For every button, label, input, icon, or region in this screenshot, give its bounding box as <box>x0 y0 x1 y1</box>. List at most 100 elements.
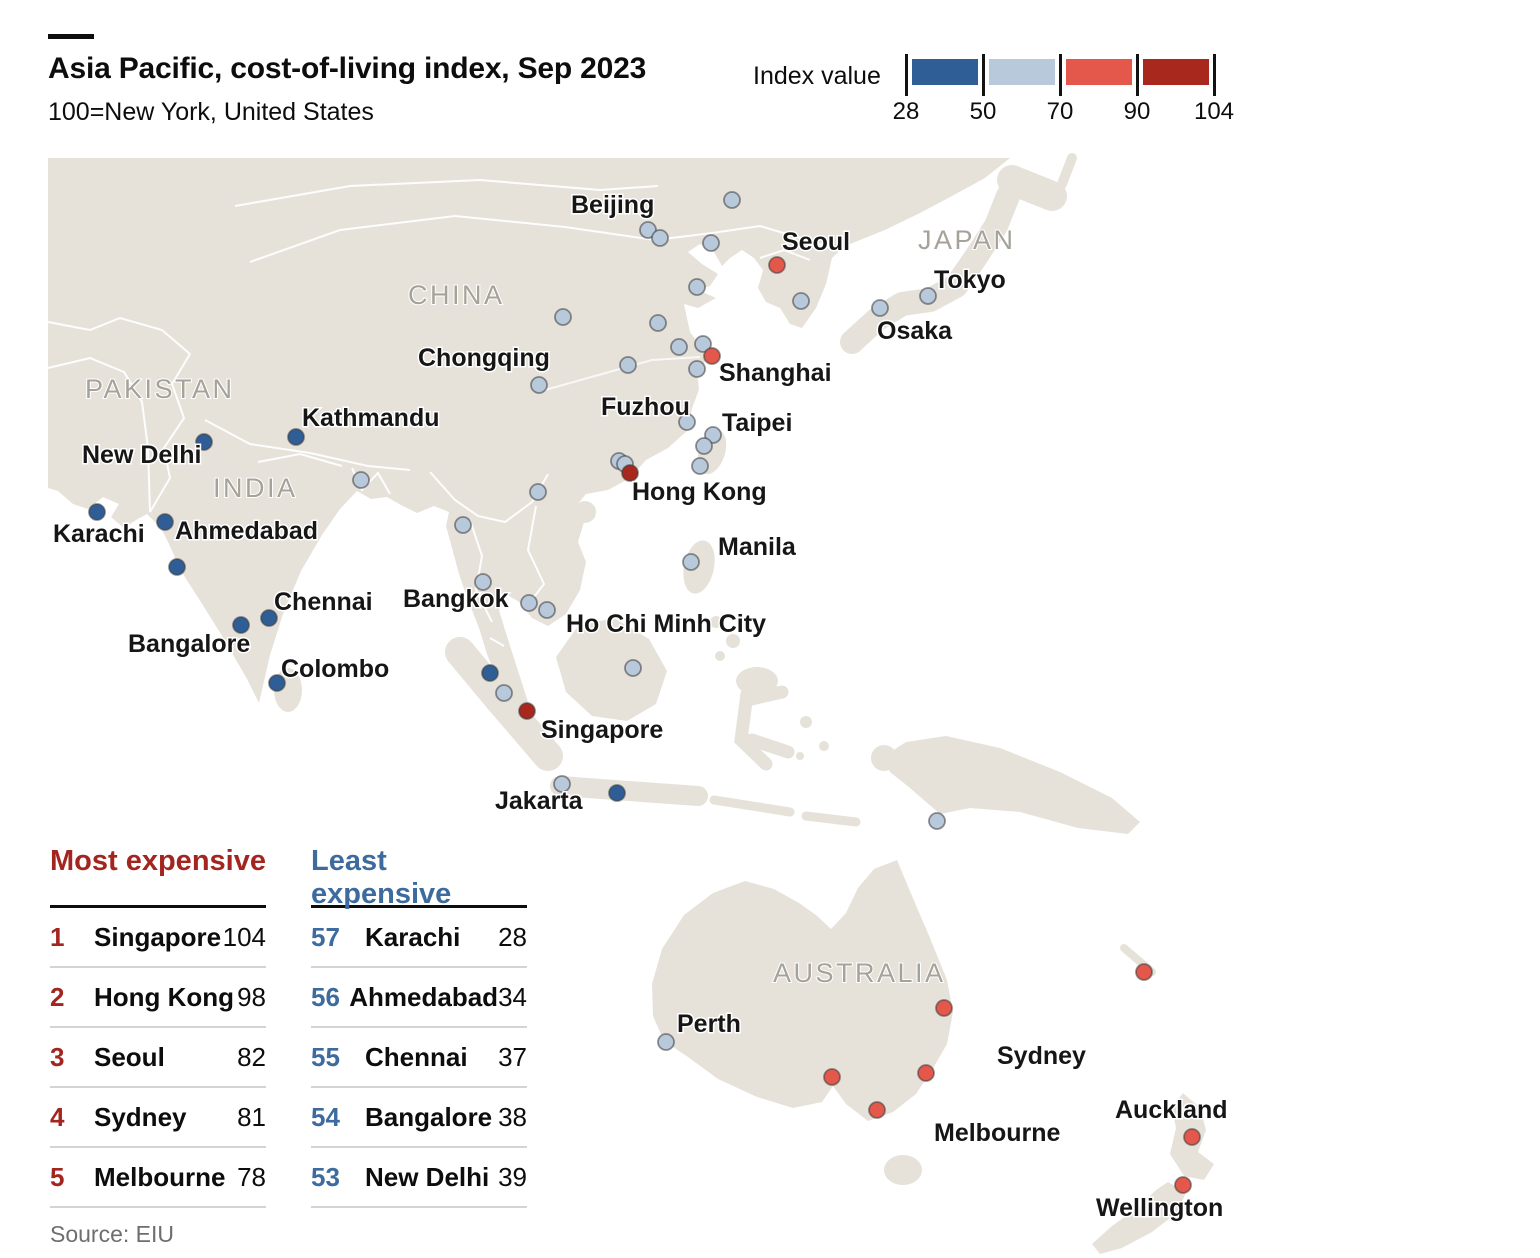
city-dot <box>530 376 548 394</box>
city-dot <box>651 229 669 247</box>
legend-tick-label: 104 <box>1193 98 1235 125</box>
table-row: 55 Chennai 37 <box>311 1028 527 1088</box>
country-label: INDIA <box>213 473 298 503</box>
city-dot <box>474 573 492 591</box>
city-label: Shanghai <box>719 359 832 387</box>
legend-segment <box>989 59 1055 85</box>
city-dot <box>703 347 721 365</box>
rank-cell: 3 <box>50 1041 65 1072</box>
value-cell: 81 <box>237 1101 266 1132</box>
city-cell: Melbourne <box>94 1161 226 1192</box>
city-label: Singapore <box>541 716 663 744</box>
legend-segment <box>1143 59 1209 85</box>
city-dot <box>1135 963 1153 981</box>
city-dot <box>88 503 106 521</box>
table-row: 3 Seoul 82 <box>50 1028 266 1088</box>
landmass-hokkaido <box>997 165 1067 211</box>
city-label: Bangkok <box>403 585 509 613</box>
city-label: Fuzhou <box>601 393 690 421</box>
city-dot <box>1183 1128 1201 1146</box>
city-dot <box>481 664 499 682</box>
city-cell: Chennai <box>365 1041 468 1072</box>
city-label: New Delhi <box>82 441 201 469</box>
city-dot <box>156 513 174 531</box>
city-dot <box>871 299 889 317</box>
table-top-rule <box>311 905 527 908</box>
value-cell: 78 <box>237 1161 266 1192</box>
landmass-new-guinea <box>884 736 1140 834</box>
city-dot <box>688 360 706 378</box>
legend-tick-mark <box>1136 54 1139 96</box>
country-label: PAKISTAN <box>85 374 235 404</box>
city-cell: Ahmedabad <box>349 981 499 1012</box>
landmass-sakhalin <box>1057 153 1077 189</box>
city-label: Beijing <box>571 191 654 219</box>
city-label: Ahmedabad <box>175 517 318 545</box>
city-label: Karachi <box>53 520 145 548</box>
city-dot <box>917 1064 935 1082</box>
legend-tick-label: 28 <box>892 98 920 125</box>
city-label: Perth <box>677 1010 741 1038</box>
city-dot <box>553 775 571 793</box>
rank-cell: 2 <box>50 981 65 1012</box>
city-dot <box>260 609 278 627</box>
legend-tick-mark <box>905 54 908 96</box>
least-expensive-table: Least expensive 57 Karachi 28 56 Ahmedab… <box>311 845 527 1208</box>
city-label: Osaka <box>877 317 953 345</box>
city-dot <box>691 457 709 475</box>
table-row: 5 Melbourne 78 <box>50 1148 266 1208</box>
most-expensive-table: Most expensive 1 Singapore 104 2 Hong Ko… <box>50 845 266 1208</box>
legend-tick-label: 90 <box>1123 98 1151 125</box>
city-label: Melbourne <box>934 1119 1060 1147</box>
city-dot <box>678 413 696 431</box>
country-label: JAPAN <box>918 225 1016 255</box>
city-dot <box>554 308 572 326</box>
most-expensive-title: Most expensive <box>50 845 266 877</box>
rank-cell: 53 <box>311 1161 340 1192</box>
page-subtitle: 100=New York, United States <box>48 98 374 126</box>
city-label: Ho Chi Minh City <box>566 610 766 638</box>
city-dot <box>529 483 547 501</box>
landmass-visayas <box>726 634 740 648</box>
title-rule <box>48 34 94 39</box>
value-cell: 34 <box>498 981 527 1012</box>
landmass-australia <box>652 860 953 1121</box>
landmass-mainland-asia <box>48 158 1010 718</box>
city-label: Seoul <box>782 228 850 256</box>
value-cell: 82 <box>237 1041 266 1072</box>
landmass-moluccas <box>819 741 829 751</box>
city-dot <box>268 674 286 692</box>
city-cell: Hong Kong <box>94 981 235 1012</box>
city-dot <box>195 433 213 451</box>
city-label: Sydney <box>997 1042 1086 1070</box>
legend-tick-mark <box>1059 54 1062 96</box>
city-label: Taipei <box>722 409 792 437</box>
city-cell: Bangalore <box>365 1101 493 1132</box>
city-label: Chongqing <box>418 344 550 372</box>
city-dot <box>454 516 472 534</box>
city-dot <box>538 601 556 619</box>
landmass-birds-head <box>871 745 897 771</box>
city-dot <box>823 1068 841 1086</box>
city-dot <box>495 684 513 702</box>
city-dot <box>792 292 810 310</box>
legend-tick-mark <box>1213 54 1216 96</box>
country-label: AUSTRALIA <box>773 958 946 988</box>
city-dot <box>608 784 626 802</box>
city-cell: Seoul <box>94 1041 165 1072</box>
legend-segment <box>912 59 978 85</box>
city-dot <box>639 221 657 239</box>
legend-tick-label: 50 <box>969 98 997 125</box>
rank-cell: 55 <box>311 1041 340 1072</box>
city-dot <box>657 1033 675 1051</box>
city-dot <box>649 314 667 332</box>
city-dot <box>352 471 370 489</box>
table-row: 54 Bangalore 38 <box>311 1088 527 1148</box>
city-dots-layer <box>88 191 1201 1194</box>
landmass-tasmania <box>884 1155 922 1185</box>
table-top-rule <box>50 905 266 908</box>
legend-title: Index value <box>753 62 881 90</box>
city-cell: New Delhi <box>365 1161 490 1192</box>
city-label: Tokyo <box>934 266 1006 294</box>
city-dot <box>694 335 712 353</box>
